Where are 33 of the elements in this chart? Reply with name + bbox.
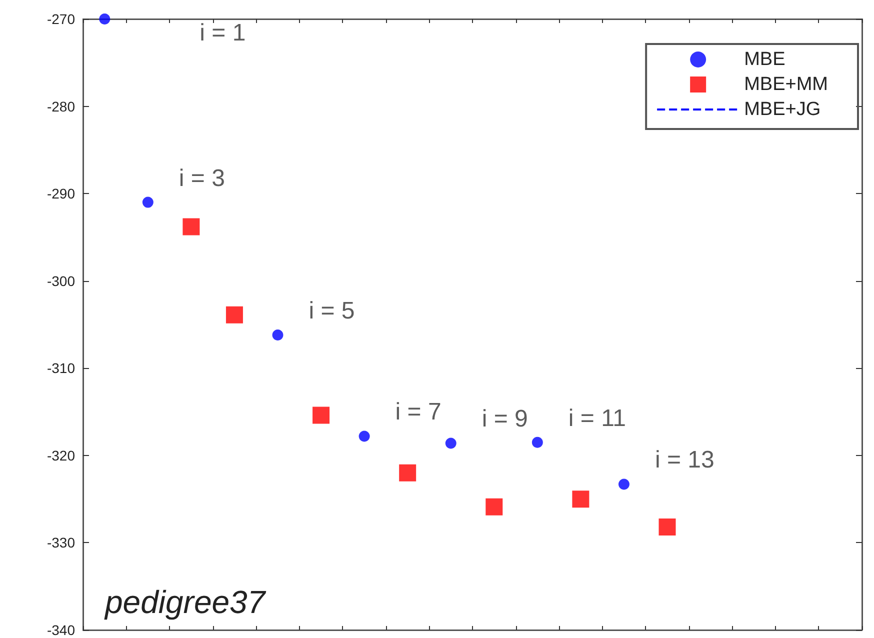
annotation: pedigree37 <box>104 584 266 620</box>
point <box>142 196 154 208</box>
legend-label: MBE+MM <box>744 74 828 95</box>
y-tick-label: -280 <box>46 98 76 114</box>
point <box>358 430 370 442</box>
point <box>445 438 456 449</box>
point <box>312 406 330 424</box>
y-tick-label: -290 <box>46 186 76 202</box>
point <box>272 329 284 340</box>
point <box>399 464 416 482</box>
y-tick-label: -270 <box>46 11 76 27</box>
y-tick-label: -300 <box>46 272 76 289</box>
annotation: i = 13 <box>654 446 714 474</box>
annotation: i = 1 <box>200 20 246 46</box>
point <box>572 490 590 508</box>
y-tick-label: -320 <box>46 447 76 464</box>
y-tick-label: -330 <box>46 534 76 551</box>
point <box>658 518 676 536</box>
annotation: i = 5 <box>308 297 355 324</box>
point <box>99 14 110 24</box>
annotation: i = 9 <box>482 406 528 433</box>
point <box>182 218 200 236</box>
annotation: i = 7 <box>395 398 442 426</box>
y-tick-label: -310 <box>46 360 76 376</box>
legend-label: MBE <box>744 49 786 70</box>
point <box>618 478 630 490</box>
annotation: i = 3 <box>178 164 225 192</box>
annotation: i = 11 <box>568 404 626 432</box>
legend-label: MBE+JG <box>744 99 821 120</box>
point <box>486 498 503 516</box>
y-tick-label: -340 <box>46 622 76 638</box>
point <box>226 306 243 324</box>
point <box>532 436 543 448</box>
